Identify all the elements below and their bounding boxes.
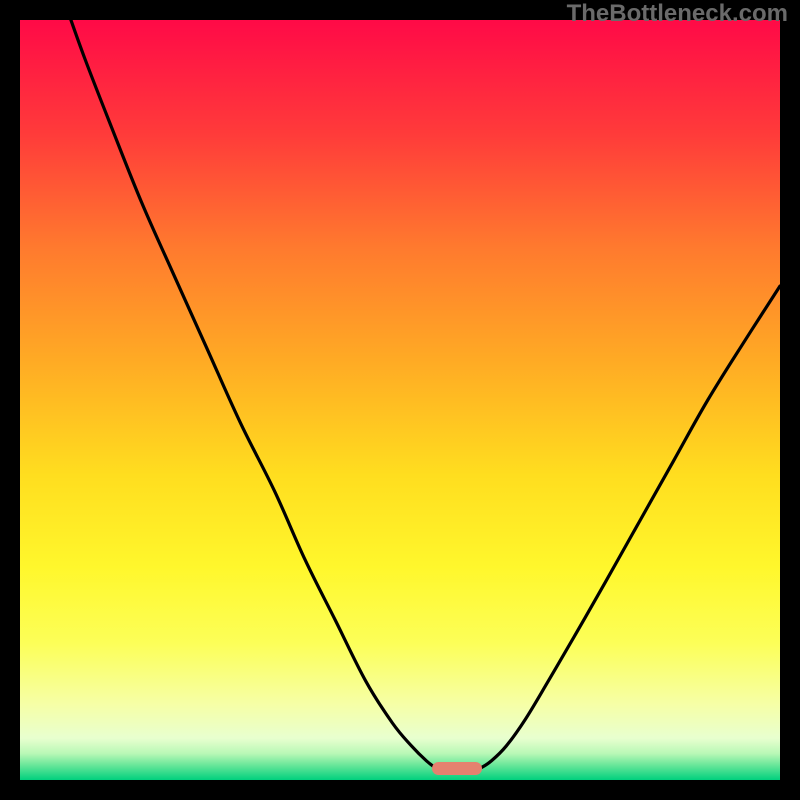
target-marker [432, 762, 481, 776]
curve-left-arm [66, 20, 437, 769]
plot-area [20, 20, 780, 780]
curve-right-arm [480, 286, 780, 769]
watermark-text: TheBottleneck.com [567, 0, 788, 28]
chart-container: TheBottleneck.com [0, 0, 800, 800]
bottleneck-curve [20, 20, 780, 780]
